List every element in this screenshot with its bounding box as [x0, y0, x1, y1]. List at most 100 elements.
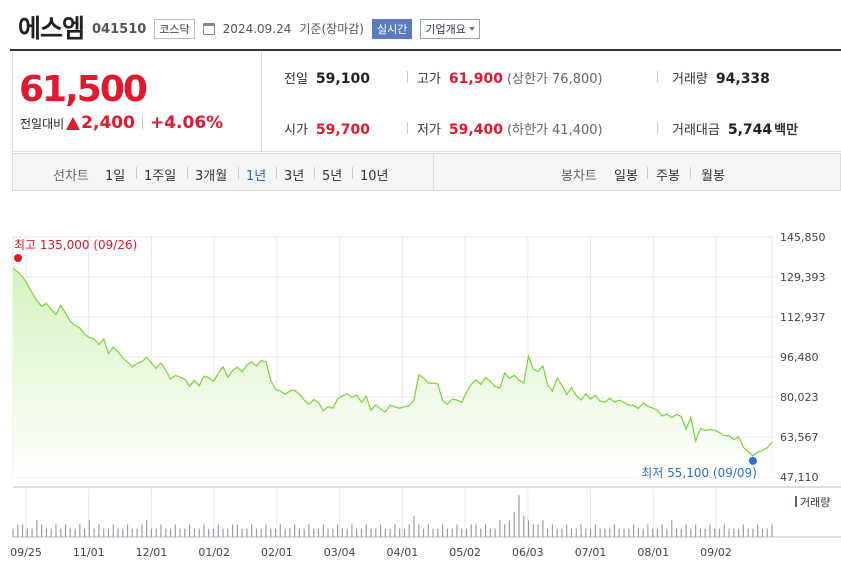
volume-bar	[337, 524, 339, 537]
current-price: 61,500	[19, 69, 148, 110]
x-tick-label: 09/02	[700, 546, 732, 559]
volume-bar	[50, 528, 52, 537]
period-daily[interactable]: 일봉	[614, 169, 638, 184]
volume-bar	[618, 528, 620, 537]
volume-bar	[714, 528, 716, 537]
volume-legend-label: 거래량	[800, 496, 830, 509]
period-5y[interactable]: 5년	[322, 169, 343, 184]
volume-bar	[193, 528, 195, 537]
volume-bar	[389, 528, 391, 537]
x-tick-label: 03/04	[324, 546, 356, 559]
volume-bar	[45, 528, 48, 537]
volume-bar	[298, 528, 301, 537]
volume-bar	[647, 524, 649, 537]
volume-bar	[461, 528, 463, 537]
volume-bar	[532, 524, 534, 537]
stat-volume: 거래량 94,338	[672, 68, 770, 87]
volume-bar	[160, 524, 162, 537]
volume-bar	[513, 511, 515, 537]
volume-bar	[504, 524, 506, 537]
volume-bar	[718, 528, 721, 537]
volume-bar	[126, 524, 129, 537]
volume-bar	[93, 528, 95, 537]
header-divider	[10, 49, 841, 51]
stock-code: 041510	[92, 21, 147, 37]
volume-bar	[675, 528, 678, 537]
volume-bar	[165, 528, 167, 537]
period-weekly[interactable]: 주봉	[656, 169, 680, 184]
trade-value-label: 거래대금	[672, 123, 720, 138]
volume-bar	[437, 528, 439, 537]
volume-bar	[17, 524, 19, 537]
volume-bar	[103, 528, 105, 537]
realtime-button[interactable]: 실시간	[371, 18, 413, 39]
volume-bar	[547, 528, 549, 537]
lower-limit: (하한가 41,400)	[506, 123, 603, 138]
company-overview-button[interactable]: 기업개요	[420, 18, 480, 39]
volume-bar	[84, 528, 86, 537]
stock-header: 에스엠 041510 코스닥 2024.09.24 기준(장마감) 실시간 기업…	[18, 12, 480, 43]
volume-bar	[518, 495, 520, 537]
volume-bar	[704, 528, 706, 537]
volume-bar	[231, 524, 234, 537]
volume-bar	[289, 528, 291, 537]
period-10y[interactable]: 10년	[360, 169, 389, 184]
stat-high: 고가 61,900 (상한가 76,800)	[417, 68, 603, 87]
volume-bar	[671, 520, 673, 537]
stat-trade-value: 거래대금 5,744 백만	[672, 119, 798, 138]
change-row: 전일대비 2,400 +4.06%	[20, 113, 223, 133]
volume-bar	[742, 524, 744, 537]
volume-bar	[527, 520, 530, 537]
min-point-marker	[748, 456, 757, 465]
volume-bar	[270, 528, 272, 537]
upper-limit: (상한가 76,800)	[506, 72, 603, 87]
y-tick-label: 96,480	[780, 351, 819, 364]
volume-bar	[652, 528, 654, 537]
volume-bar	[332, 528, 334, 537]
volume-bar	[432, 528, 434, 537]
period-3y[interactable]: 3년	[284, 169, 305, 184]
period-1y[interactable]: 1년	[246, 169, 267, 184]
volume-bar	[489, 528, 491, 537]
stat-prev-close: 전일 59,100	[284, 68, 370, 87]
volume-bar	[580, 524, 582, 537]
volume-bar	[570, 528, 573, 537]
volume-bar	[427, 524, 429, 537]
volume-bar	[74, 528, 76, 537]
period-1w[interactable]: 1주일	[144, 169, 177, 184]
volume-bar	[174, 524, 176, 537]
volume-bar	[55, 524, 57, 537]
trade-value-unit: 백만	[774, 123, 799, 138]
period-1d[interactable]: 1일	[105, 169, 126, 184]
stat-divider	[657, 71, 658, 83]
volume-bar	[590, 528, 592, 537]
volume-bar	[680, 528, 682, 537]
volume-bar	[451, 528, 453, 537]
volume-bar	[98, 524, 100, 537]
volume-bar	[661, 524, 663, 537]
period-separator	[690, 167, 691, 179]
y-tick-label: 63,567	[780, 431, 819, 444]
volume-bar	[499, 520, 501, 537]
volume-bar	[594, 524, 596, 537]
volume-bar	[685, 524, 687, 537]
max-annotation: 최고 135,000 (09/26)	[14, 238, 137, 252]
period-monthly[interactable]: 월봉	[701, 169, 725, 184]
volume-bar	[260, 528, 262, 537]
volume-bar	[308, 524, 310, 537]
period-3m[interactable]: 3개월	[195, 169, 228, 184]
market-badge: 코스닥	[154, 18, 195, 39]
stat-divider	[407, 71, 408, 83]
volume-bar	[484, 524, 487, 537]
y-tick-label: 129,393	[780, 271, 826, 284]
volume-bar	[575, 528, 577, 537]
volume-bar	[761, 528, 764, 537]
y-tick-label: 47,110	[780, 471, 819, 484]
volume-bar	[208, 528, 210, 537]
volume-value: 94,338	[715, 71, 770, 87]
volume-bar	[542, 520, 544, 537]
volume-bar	[690, 528, 692, 537]
volume-bar	[26, 528, 28, 537]
volume-bar	[279, 524, 281, 537]
volume-bar	[313, 528, 315, 537]
